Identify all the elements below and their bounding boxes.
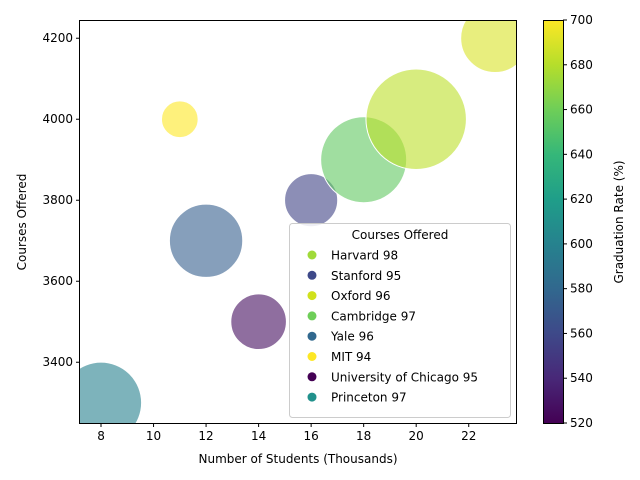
colorbar-tick-label: 640 <box>570 147 593 161</box>
colorbar-tick-label: 600 <box>570 237 593 251</box>
data-point-0 <box>80 361 143 423</box>
legend-marker <box>307 331 317 341</box>
legend-label: Cambridge 97 <box>331 309 416 323</box>
colorbar-ticks: 520 540 560 580 600 620 640 660 680 700 <box>563 13 593 430</box>
y-tick-label: 4000 <box>42 112 73 126</box>
colorbar-tick-label: 700 <box>570 13 593 27</box>
colorbar-tick-label: 580 <box>570 282 593 296</box>
legend-label: MIT 94 <box>331 350 371 364</box>
legend-frame <box>289 223 511 418</box>
colorbar-tick-label: 680 <box>570 58 593 72</box>
x-tick-label: 10 <box>146 429 161 443</box>
legend-marker <box>307 311 317 321</box>
legend-label: Yale 96 <box>330 330 374 344</box>
bubble-layer <box>80 20 516 423</box>
colorbar-label: Graduation Rate (%) <box>612 160 626 283</box>
legend-label: Princeton 97 <box>331 391 407 405</box>
legend-marker <box>307 352 317 361</box>
legend-marker <box>307 250 317 260</box>
data-point-2 <box>168 203 244 278</box>
colorbar-frame <box>543 20 564 424</box>
y-tick-label: 3800 <box>42 193 73 207</box>
data-point-3 <box>230 293 287 351</box>
x-axis-label: Number of Students (Thousands) <box>198 452 397 466</box>
plot-frame <box>79 20 517 424</box>
colorbar-tick-label: 540 <box>570 371 593 385</box>
legend-label: Stanford 95 <box>331 269 401 283</box>
legend-marker <box>307 392 317 402</box>
x-tick-label: 20 <box>409 429 424 443</box>
legend: Courses Offered Harvard 98 Stanford 95 Oxf… <box>289 223 511 418</box>
colorbar-tick-label: 660 <box>570 103 593 117</box>
legend-title: Courses Offered <box>352 228 449 242</box>
legend-label: University of Chicago 95 <box>331 370 478 384</box>
colorbar-tick-label: 520 <box>570 416 593 430</box>
legend-entries: Harvard 98 Stanford 95 Oxford 96 Cambridge … <box>307 249 478 405</box>
x-axis-ticks: 8 10 12 14 16 18 20 22 <box>97 423 476 443</box>
data-point-6 <box>365 68 467 170</box>
x-tick-label: 12 <box>198 429 213 443</box>
colorbar-tick-label: 620 <box>570 192 593 206</box>
legend-marker <box>307 291 317 301</box>
legend-label: Harvard 98 <box>331 249 398 263</box>
y-tick-label: 4200 <box>42 31 73 45</box>
y-tick-label: 3600 <box>42 274 73 288</box>
data-point-1 <box>160 100 199 139</box>
colorbar-tick-label: 560 <box>570 326 593 340</box>
x-tick-label: 8 <box>97 429 105 443</box>
x-tick-label: 22 <box>461 429 476 443</box>
legend-marker <box>307 270 317 280</box>
y-tick-label: 3400 <box>42 355 73 369</box>
x-tick-label: 14 <box>251 429 266 443</box>
y-axis-ticks: 3400 3600 3800 4000 4200 <box>42 31 80 369</box>
colorbar <box>543 20 563 423</box>
x-tick-label: 16 <box>303 429 318 443</box>
y-axis-label: Courses Offered <box>15 174 29 271</box>
legend-marker <box>307 372 317 382</box>
legend-label: Oxford 96 <box>331 289 391 303</box>
x-tick-label: 18 <box>356 429 371 443</box>
data-point-7 <box>460 20 516 74</box>
